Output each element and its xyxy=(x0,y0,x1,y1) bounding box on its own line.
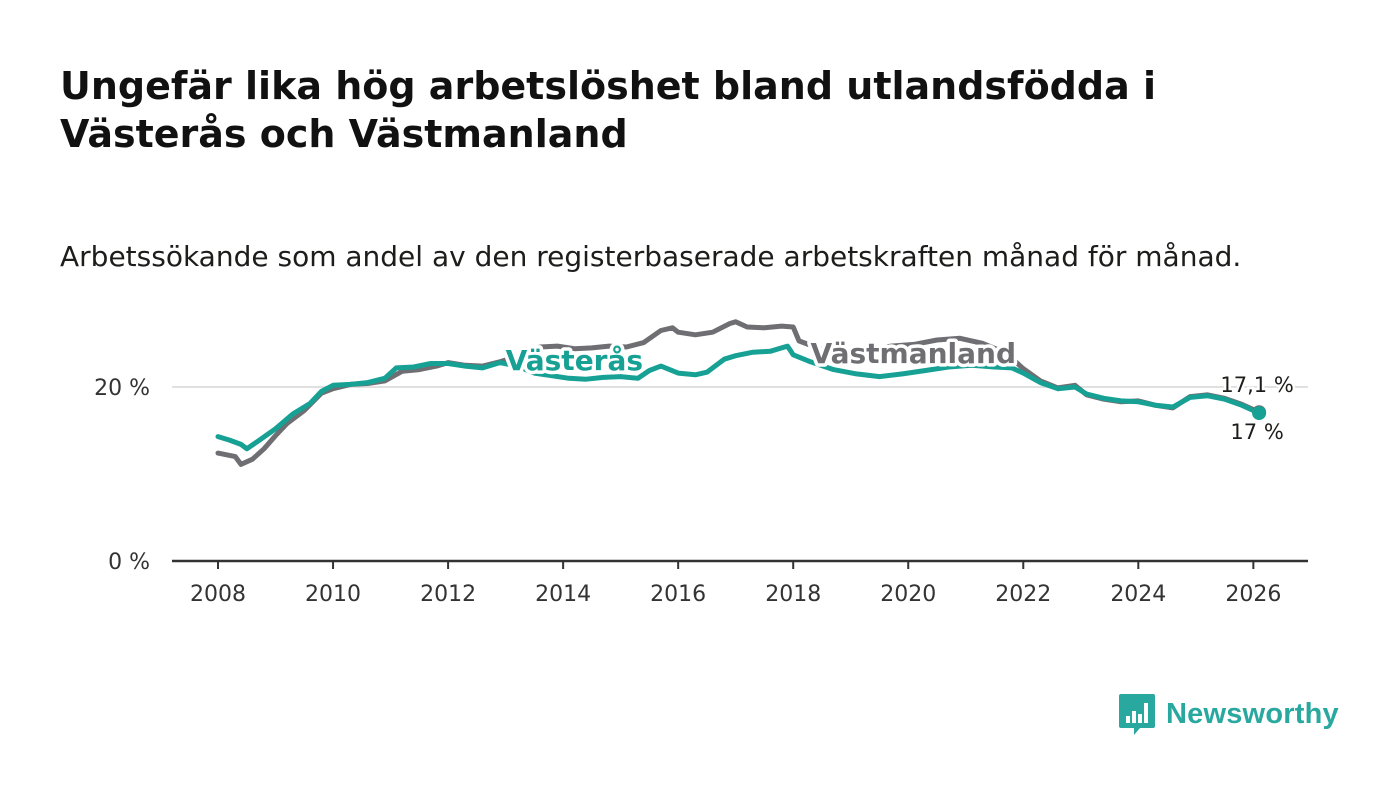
chart-title: Ungefär lika hög arbetslöshet bland utla… xyxy=(60,64,1156,156)
series-label: Västerås xyxy=(506,344,643,377)
x-tick-label: 2008 xyxy=(190,582,246,607)
x-tick-label: 2022 xyxy=(995,582,1051,607)
bar-chart-logo-icon xyxy=(1119,694,1155,735)
newsworthy-brand: Newsworthy xyxy=(1118,690,1339,738)
brand-name: Newsworthy xyxy=(1166,697,1339,730)
x-tick-label: 2012 xyxy=(420,582,476,607)
series-line-vasteras xyxy=(215,343,1262,452)
chart-subtitle: Arbetssökande som andel av den registerb… xyxy=(60,240,1242,273)
end-value-label: 17 % xyxy=(1230,420,1283,444)
y-tick-label: 0 % xyxy=(108,550,150,575)
end-value-label: 17,1 % xyxy=(1220,373,1293,397)
x-tick-label: 2020 xyxy=(880,582,936,607)
series-line-vastmanland xyxy=(215,319,1262,467)
x-tick-label: 2014 xyxy=(535,582,591,607)
series-label: Västmanland xyxy=(810,337,1016,370)
x-tick-label: 2010 xyxy=(305,582,361,607)
x-tick-label: 2018 xyxy=(765,582,821,607)
series-end-point xyxy=(1252,406,1267,421)
x-tick-label: 2024 xyxy=(1110,582,1166,607)
x-tick-label: 2016 xyxy=(650,582,706,607)
y-tick-label: 20 % xyxy=(94,376,150,401)
x-tick-label: 2026 xyxy=(1225,582,1281,607)
